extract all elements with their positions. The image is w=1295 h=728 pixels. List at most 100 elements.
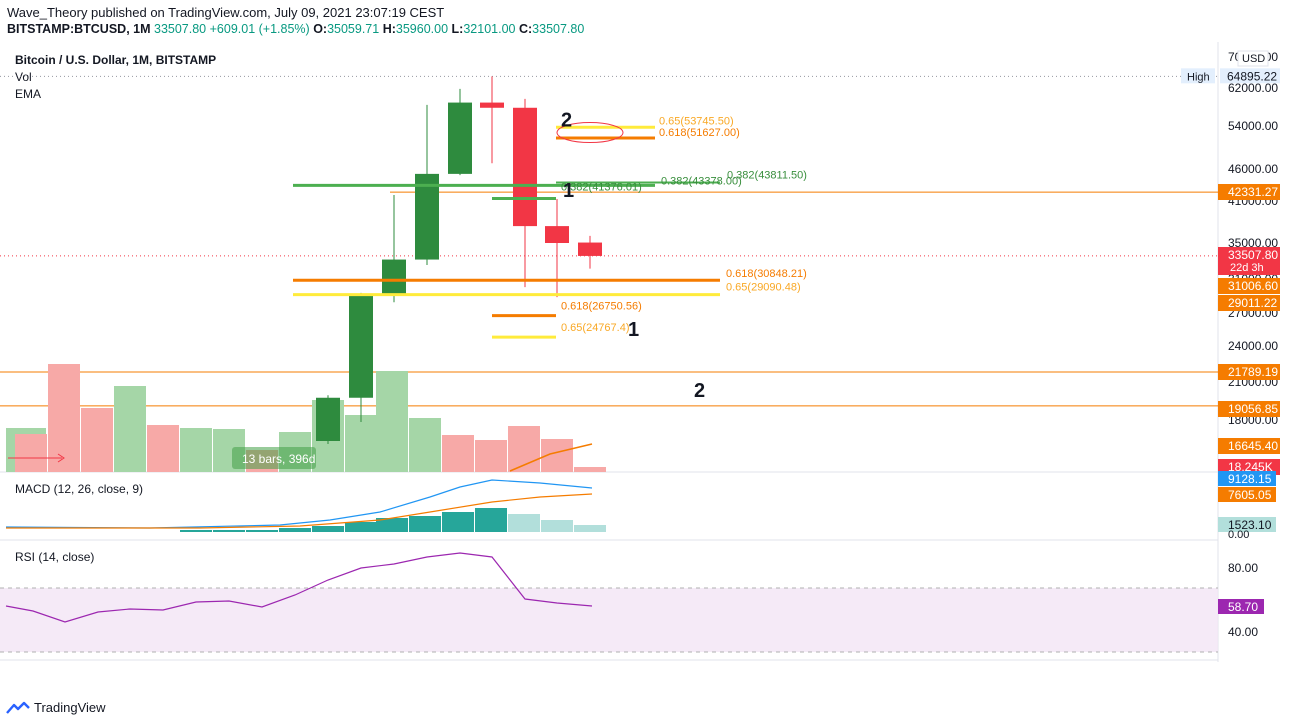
price-badge-text: 29011.22 [1228,296,1277,310]
fib-label-yellow-065: 0.65(29090.48) [726,282,801,294]
last-price: 33507.80 [154,22,207,36]
macd-hist-bar [180,530,212,532]
volume-bar [48,364,80,472]
price-badge-text: 16645.40 [1228,439,1278,453]
rsi-badge [1218,599,1264,614]
volume-bar [81,408,113,472]
range-tooltip-box [232,447,316,469]
wave-label: 1 [628,319,639,341]
volume-bar [442,435,474,472]
macd-hist-bar [475,508,507,532]
rsi-tick: 80.00 [1228,561,1258,575]
macd-hist-bar [376,518,408,532]
fib-label-lower-065: 0.65(24767.4) [561,322,630,334]
publisher-line: Wave_Theory published on TradingView.com… [7,5,445,20]
macd-zero-tick: 0.00 [1228,529,1249,541]
high-tag [1181,68,1215,84]
fib-label-green-0382c: 0.382(41376.01) [561,181,642,193]
signal-line [6,493,593,529]
rsi-band [0,588,1218,652]
candle-body [382,259,406,296]
macd-hist-bar [312,526,344,532]
high-label: H: [382,22,396,36]
range-tooltip-text: 13 bars, 396d [242,452,315,466]
tradingview-footer[interactable]: TradingView [6,700,106,715]
rsi-badge-text: 58.70 [1228,600,1258,614]
price-tick: 62000.00 [1228,81,1278,95]
close-label: C: [518,22,533,36]
legend-vol[interactable]: Vol [15,70,32,84]
fib-label-lower-0618: 0.618(26750.56) [561,301,642,313]
candle-body [480,102,504,108]
macd-badge [1218,517,1276,532]
macd-hist-bar [574,525,606,532]
footer-brand: TradingView [34,700,106,715]
candle-body [316,397,340,441]
price-badge [1218,401,1280,417]
price-badge [1218,184,1280,200]
volume-bar [475,440,507,472]
price-badge-text: 33507.80 [1228,248,1278,262]
close-value: 33507.80 [532,22,585,36]
price-tick: 46000.00 [1228,162,1278,176]
macd-hist-bar [442,512,474,532]
price-badge [1218,278,1280,294]
candle-body [448,102,472,174]
price-chart[interactable]: 13 bars, 396d 0.65(53745.50)0.618(51627.0… [0,42,1295,662]
volume-bar [376,371,408,472]
ema-line [509,443,593,472]
price-tick: 35000.00 [1228,236,1278,250]
open-label: O: [313,22,328,36]
price-badge [1218,438,1280,454]
candle-body [513,107,537,227]
macd-badge-text: 7605.05 [1228,488,1272,502]
fib-label-upper-0618: 0.618(51627.00) [659,127,740,139]
candle-body [545,226,569,243]
fib-label-green-0382b: 0.382(43811.50) [727,170,807,182]
volume-bar [345,415,377,472]
macd-line [5,479,593,529]
macd-hist-bar [345,522,377,532]
currency-label: USD [1242,53,1265,65]
rsi-title[interactable]: RSI (14, close) [15,550,95,564]
volume-bar [574,467,606,472]
rsi-line [5,552,593,623]
symbol-label: BITSTAMP:BTCUSD, 1M [7,22,151,36]
legend-ema[interactable]: EMA [15,87,42,101]
price-change: +609.01 (+1.85%) [209,22,310,36]
macd-hist-bar [508,514,540,532]
macd-hist-bar [213,530,245,532]
price-badge [1218,295,1280,311]
macd-hist-bar [409,516,441,532]
wave-label: 1 [563,180,574,202]
highlight-ellipse [556,122,624,144]
macd-badge [1218,487,1276,502]
volume-bar [147,425,179,472]
macd-hist-bar [246,530,278,532]
price-badge-text: 18.245K [1228,460,1273,474]
fib-label-upper-065: 0.65(53745.50) [659,115,734,127]
tradingview-logo-icon [6,701,30,714]
chart-title[interactable]: Bitcoin / U.S. Dollar, 1M, BITSTAMP [15,53,217,67]
price-badge-text: 42331.27 [1228,185,1278,199]
candle-body [578,242,602,256]
macd-badge-text: 9128.15 [1228,472,1272,486]
price-badge-text: 19056.85 [1228,402,1278,416]
low-value: 32101.00 [463,22,516,36]
volume-bar [15,434,47,472]
price-badge [1218,247,1280,275]
high-value: 35960.00 [395,22,449,36]
price-badge-countdown: 22d 3h [1230,262,1264,274]
wave-label: 2 [694,380,705,402]
open-value: 35059.71 [327,22,380,36]
rsi-tick: 40.00 [1228,625,1258,639]
macd-badge [1218,471,1276,486]
low-label: L: [451,22,464,36]
volume-bar [114,386,146,472]
macd-title[interactable]: MACD (12, 26, close, 9) [15,482,144,496]
candle-body [415,173,439,260]
macd-badge-text: 1523.10 [1228,518,1272,532]
candle-body [349,295,373,398]
ohlc-line: BITSTAMP:BTCUSD, 1M 33507.80 +609.01 (+1… [7,22,584,36]
fib-label-orange-0618: 0.618(30848.21) [726,268,807,280]
